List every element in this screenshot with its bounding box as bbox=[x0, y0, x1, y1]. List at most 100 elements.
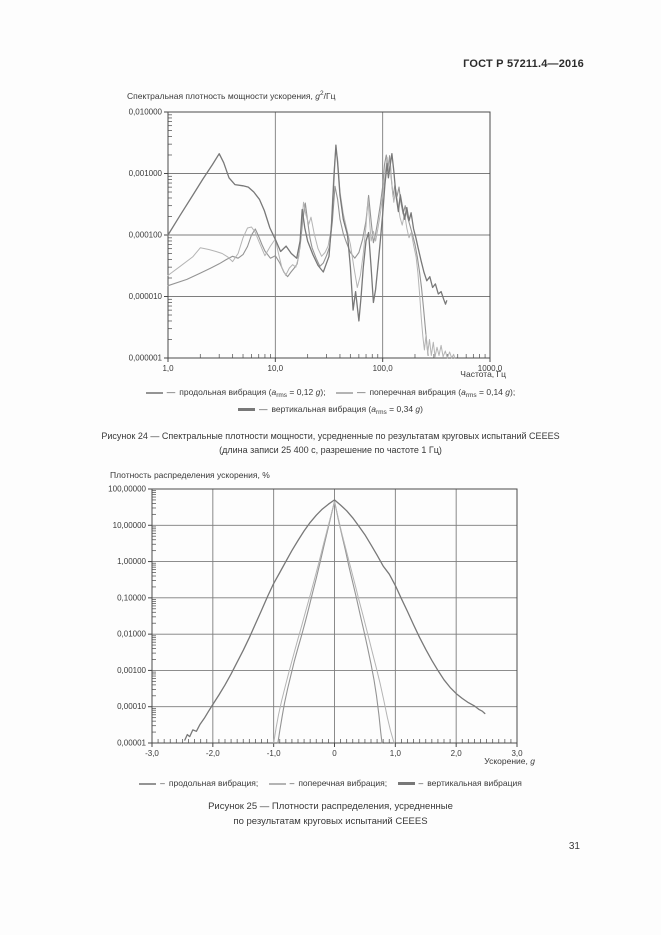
x-tick-label: -2,0 bbox=[206, 749, 220, 758]
figure24-y-axis-title-sup: 2 bbox=[320, 90, 324, 97]
figure24-legend-line-1: — продольная вибрация (arms = 0,12 g); — п… bbox=[0, 386, 661, 403]
document-header: ГОСТ Р 57211.4—2016 bbox=[463, 58, 584, 70]
figure25-caption-line1: Рисунок 25 — Плотности распределения, ус… bbox=[208, 801, 453, 812]
legend-swatch-longitudinal bbox=[139, 782, 157, 785]
figure24-y-axis-title-unit: /Гц bbox=[323, 90, 336, 101]
x-tick-label: 2,0 bbox=[451, 749, 463, 758]
y-tick-label: 0,00001 bbox=[117, 739, 146, 748]
y-tick-label: 0,01000 bbox=[117, 630, 146, 639]
y-tick-label: 0,10000 bbox=[117, 593, 146, 602]
y-tick-label: 0,00100 bbox=[117, 666, 146, 675]
x-tick-label: 1,0 bbox=[390, 749, 402, 758]
figure24-caption-line2: (длина записи 25 400 с, разрешение по ча… bbox=[219, 445, 442, 455]
legend-swatch-transverse bbox=[268, 782, 286, 785]
series-transverse bbox=[167, 149, 456, 359]
legend-label-suffix: ); bbox=[320, 387, 326, 397]
legend-a-symbol: a bbox=[271, 387, 277, 397]
figure24-y-axis-title: Спектральная плотность мощности ускорени… bbox=[127, 90, 335, 101]
legend-entry-vertical: — вертикальная вибрация (arms = 0,34 g) bbox=[238, 403, 423, 416]
legend-a-subscript: rms bbox=[465, 392, 477, 399]
legend-label-transverse: поперечная вибрация ( bbox=[369, 387, 462, 397]
legend-a-subscript: rms bbox=[375, 408, 387, 416]
legend-label-longitudinal: продольная вибрация ( bbox=[179, 387, 272, 397]
figure24-y-axis-title-symbol: g bbox=[315, 90, 320, 101]
legend-separator: — bbox=[259, 403, 268, 414]
x-tick-label: 0 bbox=[332, 749, 337, 758]
legend-separator: – bbox=[418, 778, 424, 788]
legend-rms-value: = 0,12 bbox=[287, 387, 316, 397]
legend-a-subscript: rms bbox=[276, 392, 288, 399]
figure24-caption-line1: Рисунок 24 — Спектральные плотности мощн… bbox=[101, 431, 560, 441]
series-vertical bbox=[184, 499, 486, 741]
legend-g-symbol: g bbox=[505, 387, 510, 397]
figure25-caption-line2: по результатам круговых испытаний CEEES bbox=[233, 815, 428, 827]
legend-label-vertical: вертикальная вибрация bbox=[427, 778, 522, 788]
x-tick-label: 1,0 bbox=[162, 364, 174, 373]
grid-lines bbox=[168, 112, 490, 358]
legend-rms-value: = 0,14 bbox=[476, 387, 506, 397]
grid-lines bbox=[152, 489, 517, 743]
major-ticks bbox=[164, 111, 491, 362]
figure25-x-axis-title-text: Ускорение, bbox=[484, 756, 531, 766]
legend-swatch-longitudinal bbox=[145, 391, 163, 394]
chart-figure25: 100,00000 10,00000 1,00000 0,10000 0,01000 0,… bbox=[108, 485, 523, 759]
y-tick-label: 0,001000 bbox=[129, 169, 163, 178]
tick-labels: 0,010000 0,001000 0,000100 0,000010 0,000001… bbox=[129, 108, 503, 374]
x-tick-label: 100,0 bbox=[373, 364, 394, 373]
y-tick-label: 0,00010 bbox=[117, 702, 146, 711]
legend-swatch-vertical bbox=[238, 407, 255, 411]
y-tick-label: 10,00000 bbox=[113, 521, 147, 530]
minor-ticks bbox=[152, 490, 512, 743]
legend-a-symbol: a bbox=[371, 403, 376, 414]
y-tick-label: 0,000010 bbox=[129, 292, 163, 301]
legend-entry-longitudinal: — продольная вибрация (arms = 0,12 g); bbox=[145, 387, 328, 399]
legend-g-symbol: g bbox=[415, 403, 421, 414]
series-vertical bbox=[167, 144, 448, 322]
figure25-caption: Рисунок 25 — Плотности распределения, ус… bbox=[0, 800, 661, 829]
legend-label-suffix: ); bbox=[510, 387, 516, 397]
x-tick-label: 3,0 bbox=[511, 749, 523, 758]
legend-separator: – bbox=[289, 778, 295, 788]
tick-labels: 100,00000 10,00000 1,00000 0,10000 0,01000 0,… bbox=[108, 485, 523, 759]
legend-entry-longitudinal: – продольная вибрация; bbox=[139, 778, 260, 788]
x-tick-label: 10,0 bbox=[268, 364, 284, 373]
legend-separator: – bbox=[160, 778, 165, 788]
legend-entry-transverse: — поперечная вибрация (arms = 0,14 g); bbox=[335, 387, 516, 399]
figure24-legend: — продольная вибрация (arms = 0,12 g); — п… bbox=[0, 386, 661, 419]
y-tick-label: 0,010000 bbox=[129, 108, 163, 117]
page-number: 31 bbox=[568, 841, 580, 852]
legend-g-symbol: g bbox=[315, 387, 321, 397]
minor-ticks bbox=[168, 114, 486, 358]
x-tick-label: -3,0 bbox=[145, 749, 159, 758]
legend-label-suffix: ) bbox=[420, 403, 423, 414]
legend-label-vertical: вертикальная вибрация ( bbox=[271, 403, 372, 414]
figure25-x-axis-title-symbol: g bbox=[530, 756, 535, 766]
figure24-legend-line-2: — вертикальная вибрация (arms = 0,34 g) bbox=[0, 403, 661, 420]
y-tick-label: 0,000100 bbox=[129, 231, 163, 240]
y-tick-label: 1,00000 bbox=[117, 557, 146, 566]
plot-border bbox=[151, 488, 518, 744]
legend-separator: — bbox=[166, 387, 176, 397]
legend-rms-value: = 0,34 bbox=[386, 403, 416, 414]
figure24-y-axis-title-text: Спектральная плотность мощности ускорени… bbox=[127, 90, 316, 101]
figure25-y-axis-title: Плотность распределения ускорения, % bbox=[110, 470, 270, 480]
legend-a-symbol: a bbox=[461, 387, 466, 397]
legend-swatch-transverse bbox=[335, 391, 353, 394]
series-transverse bbox=[273, 501, 395, 744]
figure25-legend: – продольная вибрация; – поперечная вибрац… bbox=[0, 777, 661, 791]
series-longitudinal bbox=[167, 154, 429, 357]
legend-swatch-vertical bbox=[397, 782, 415, 786]
x-tick-label: -1,0 bbox=[267, 749, 281, 758]
figure25-x-axis-title: Ускорение, g bbox=[445, 756, 535, 766]
legend-label-longitudinal: продольная вибрация; bbox=[168, 778, 259, 788]
y-tick-label: 0,000001 bbox=[129, 354, 163, 363]
figure24-x-axis-title: Частота, Гц bbox=[460, 369, 506, 379]
major-ticks bbox=[148, 488, 518, 747]
figure25-legend-line: – продольная вибрация; – поперечная вибрац… bbox=[0, 777, 661, 791]
y-tick-label: 100,00000 bbox=[108, 485, 146, 494]
legend-separator: — bbox=[356, 387, 366, 397]
legend-entry-transverse: – поперечная вибрация; bbox=[268, 778, 390, 788]
x-tick-label: 1000,0 bbox=[478, 364, 503, 373]
figure24-caption: Рисунок 24 — Спектральные плотности мощн… bbox=[0, 429, 661, 457]
